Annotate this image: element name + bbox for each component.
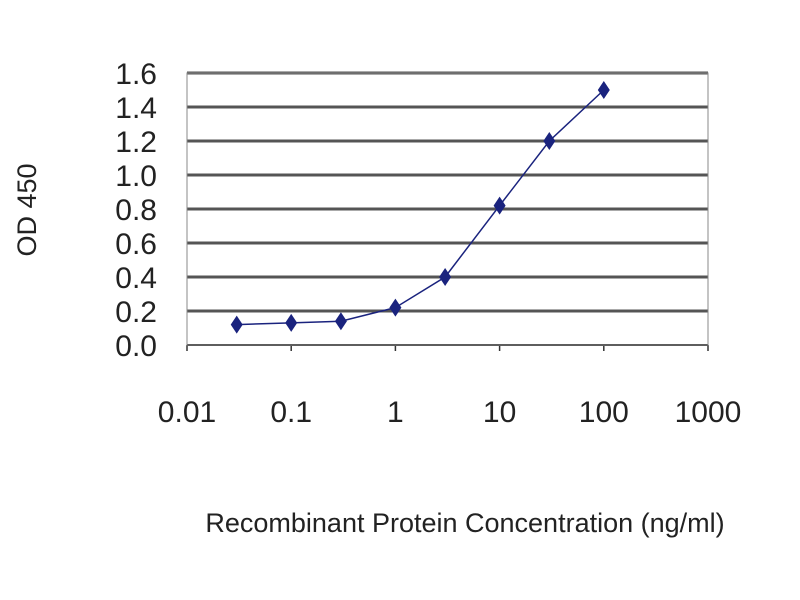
x-tick-label: 0.1 bbox=[270, 396, 312, 429]
x-tick-labels: 0.01 0.1 1 10 100 1000 bbox=[158, 396, 742, 429]
data-point bbox=[389, 298, 402, 317]
data-point bbox=[334, 312, 347, 331]
x-tick-label: 1 bbox=[387, 396, 404, 429]
series bbox=[230, 81, 610, 334]
y-tick-label: 0.2 bbox=[115, 296, 157, 329]
y-tick-label: 1.4 bbox=[115, 92, 157, 125]
data-point bbox=[543, 132, 556, 150]
series-line bbox=[236, 89, 605, 326]
y-axis-label: OD 450 bbox=[12, 163, 42, 256]
y-tick-label: 1.6 bbox=[115, 58, 157, 91]
x-tick-label: 100 bbox=[579, 396, 629, 429]
x-axis-label: Recombinant Protein Concentration (ng/ml… bbox=[205, 508, 724, 538]
y-tick-label: 0.6 bbox=[115, 228, 157, 261]
y-tick-label: 0.8 bbox=[115, 194, 157, 227]
y-tick-label: 1.0 bbox=[115, 160, 157, 193]
y-tick-labels: 0.00.20.40.60.81.01.21.41.6 bbox=[115, 58, 157, 363]
y-tick-label: 0.0 bbox=[115, 330, 157, 363]
grid-lines bbox=[186, 71, 709, 351]
x-tick-label: 10 bbox=[483, 396, 516, 429]
x-tick-label: 1000 bbox=[675, 396, 742, 429]
y-tick-label: 0.4 bbox=[115, 262, 157, 295]
x-tick-label: 0.01 bbox=[158, 396, 216, 429]
data-point bbox=[230, 315, 243, 334]
data-point bbox=[493, 196, 506, 215]
data-point bbox=[597, 81, 610, 99]
data-point bbox=[285, 313, 298, 332]
y-tick-label: 1.2 bbox=[115, 126, 157, 159]
plot-area bbox=[186, 72, 709, 346]
data-point bbox=[439, 268, 452, 286]
